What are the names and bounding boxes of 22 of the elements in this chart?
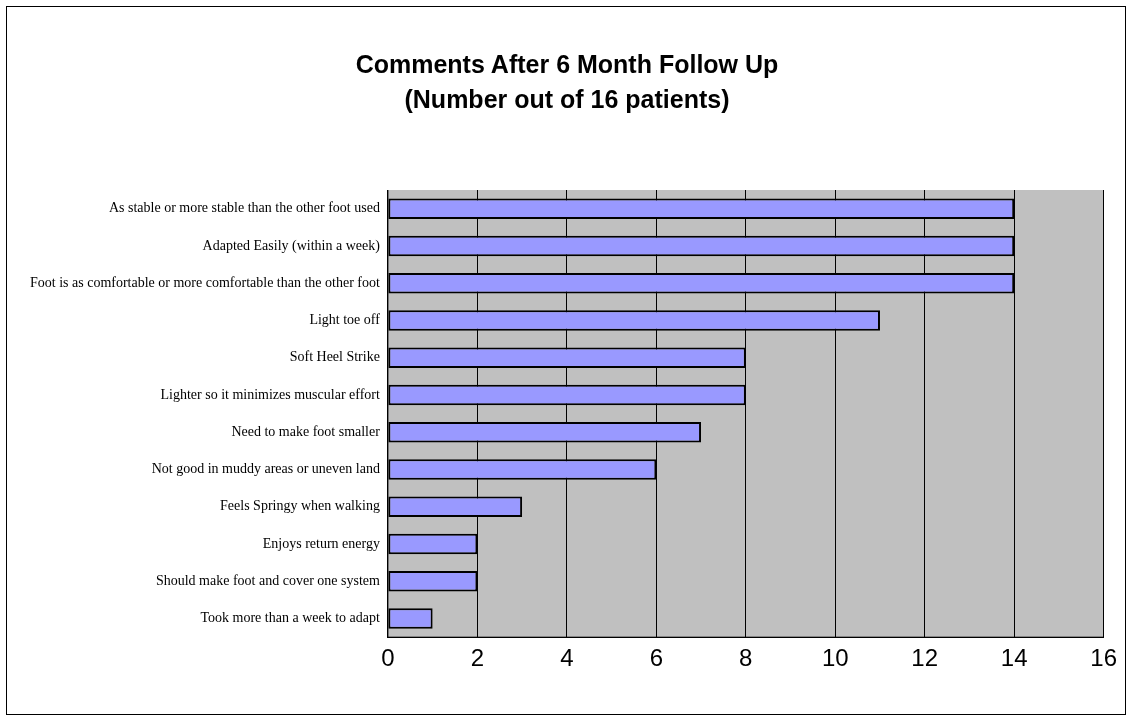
y-tick-label: Need to make foot smaller <box>231 423 381 439</box>
x-tick-label: 10 <box>821 644 849 672</box>
y-tick-label: Foot is as comfortable or more comfortable than the other foot <box>29 274 380 290</box>
y-tick-label: Took more than a week to adapt <box>200 610 380 626</box>
y-tick-label: Feels Springy when walking <box>220 498 380 514</box>
y-tick-label: Lighter so it minimizes muscular effort <box>160 386 380 402</box>
y-tick-label: Not good in muddy areas or uneven land <box>151 461 380 477</box>
x-tick-label: 0 <box>381 644 395 672</box>
x-tick-label: 8 <box>739 644 753 672</box>
y-tick-label: Enjoys return energy <box>262 535 380 551</box>
x-tick-label: 6 <box>649 644 663 672</box>
x-tick-label: 14 <box>1000 644 1028 672</box>
chart-title: Comments After 6 Month Follow Up (Number out of 16 patients) <box>354 49 780 115</box>
y-tick-label: Should make foot and cover one system <box>155 572 381 588</box>
y-tick-label: Light toe off <box>309 312 381 328</box>
y-tick-label: Adapted Easily (within a week) <box>202 237 381 254</box>
y-tick-label: Soft Heel Strike <box>289 349 380 365</box>
x-tick-label: 2 <box>470 644 485 672</box>
y-tick-label: As stable or more stable than the other foot used <box>108 200 380 216</box>
x-tick-label: 16 <box>1090 644 1117 672</box>
x-tick-label: 4 <box>560 644 574 672</box>
x-tick-label: 12 <box>911 644 939 672</box>
